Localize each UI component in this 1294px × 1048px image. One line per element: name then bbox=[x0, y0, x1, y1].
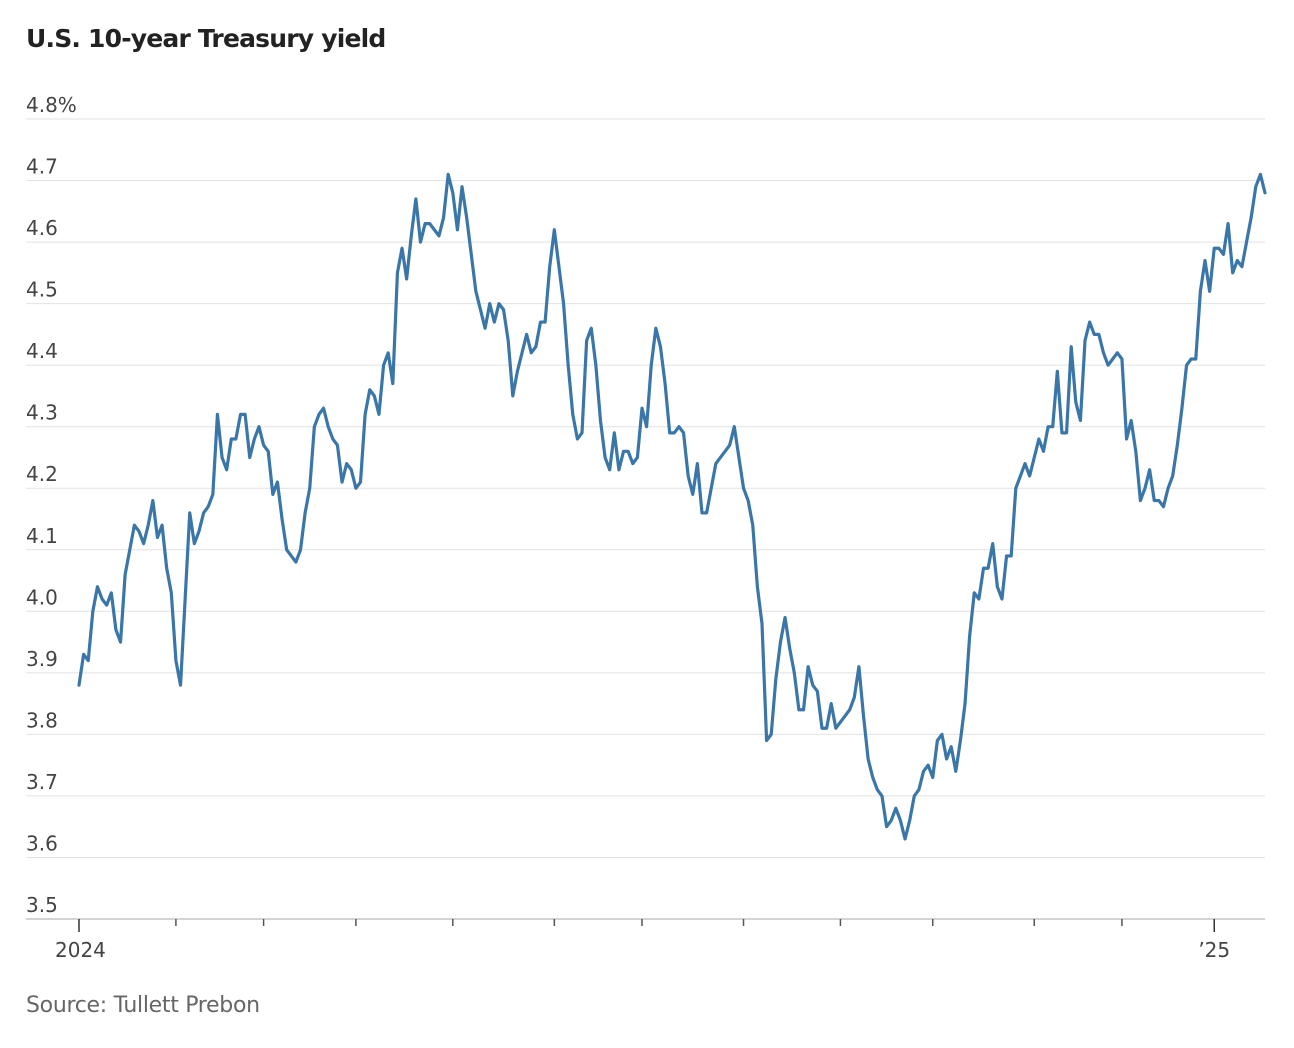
y-tick-label: 4.8% bbox=[26, 93, 77, 117]
x-tick-label: 2024 bbox=[55, 938, 106, 962]
y-tick-label: 3.9 bbox=[26, 647, 58, 671]
y-tick-label: 4.1 bbox=[26, 524, 58, 548]
y-tick-label: 4.2 bbox=[26, 462, 58, 486]
y-tick-label: 3.6 bbox=[26, 831, 58, 855]
x-axis: 2024 ’25 bbox=[55, 919, 1230, 962]
y-tick-label: 4.6 bbox=[26, 216, 58, 240]
y-tick-label: 4.3 bbox=[26, 401, 58, 425]
series-layer bbox=[77, 172, 1267, 841]
y-axis-labels: 4.8% 4.7 4.6 4.5 4.4 4.3 4.2 4.1 4.0 3.9 3.8 3.7 3.6… bbox=[26, 93, 77, 917]
source-note: Source: Tullett Prebon bbox=[26, 993, 260, 1018]
y-tick-label: 4.7 bbox=[26, 155, 58, 179]
y-tick-label: 3.5 bbox=[26, 893, 58, 917]
y-tick-label: 3.8 bbox=[26, 708, 58, 732]
y-tick-label: 4.0 bbox=[26, 585, 58, 609]
chart-title: U.S. 10-year Treasury yield bbox=[26, 24, 386, 53]
y-tick-label: 4.4 bbox=[26, 339, 58, 363]
x-tick-label: ’25 bbox=[1198, 938, 1230, 962]
y-tick-label: 3.7 bbox=[26, 770, 58, 794]
grid-lines bbox=[26, 118, 1265, 920]
series-line-treasury-yield bbox=[77, 172, 1267, 841]
y-tick-label: 4.5 bbox=[26, 278, 58, 302]
